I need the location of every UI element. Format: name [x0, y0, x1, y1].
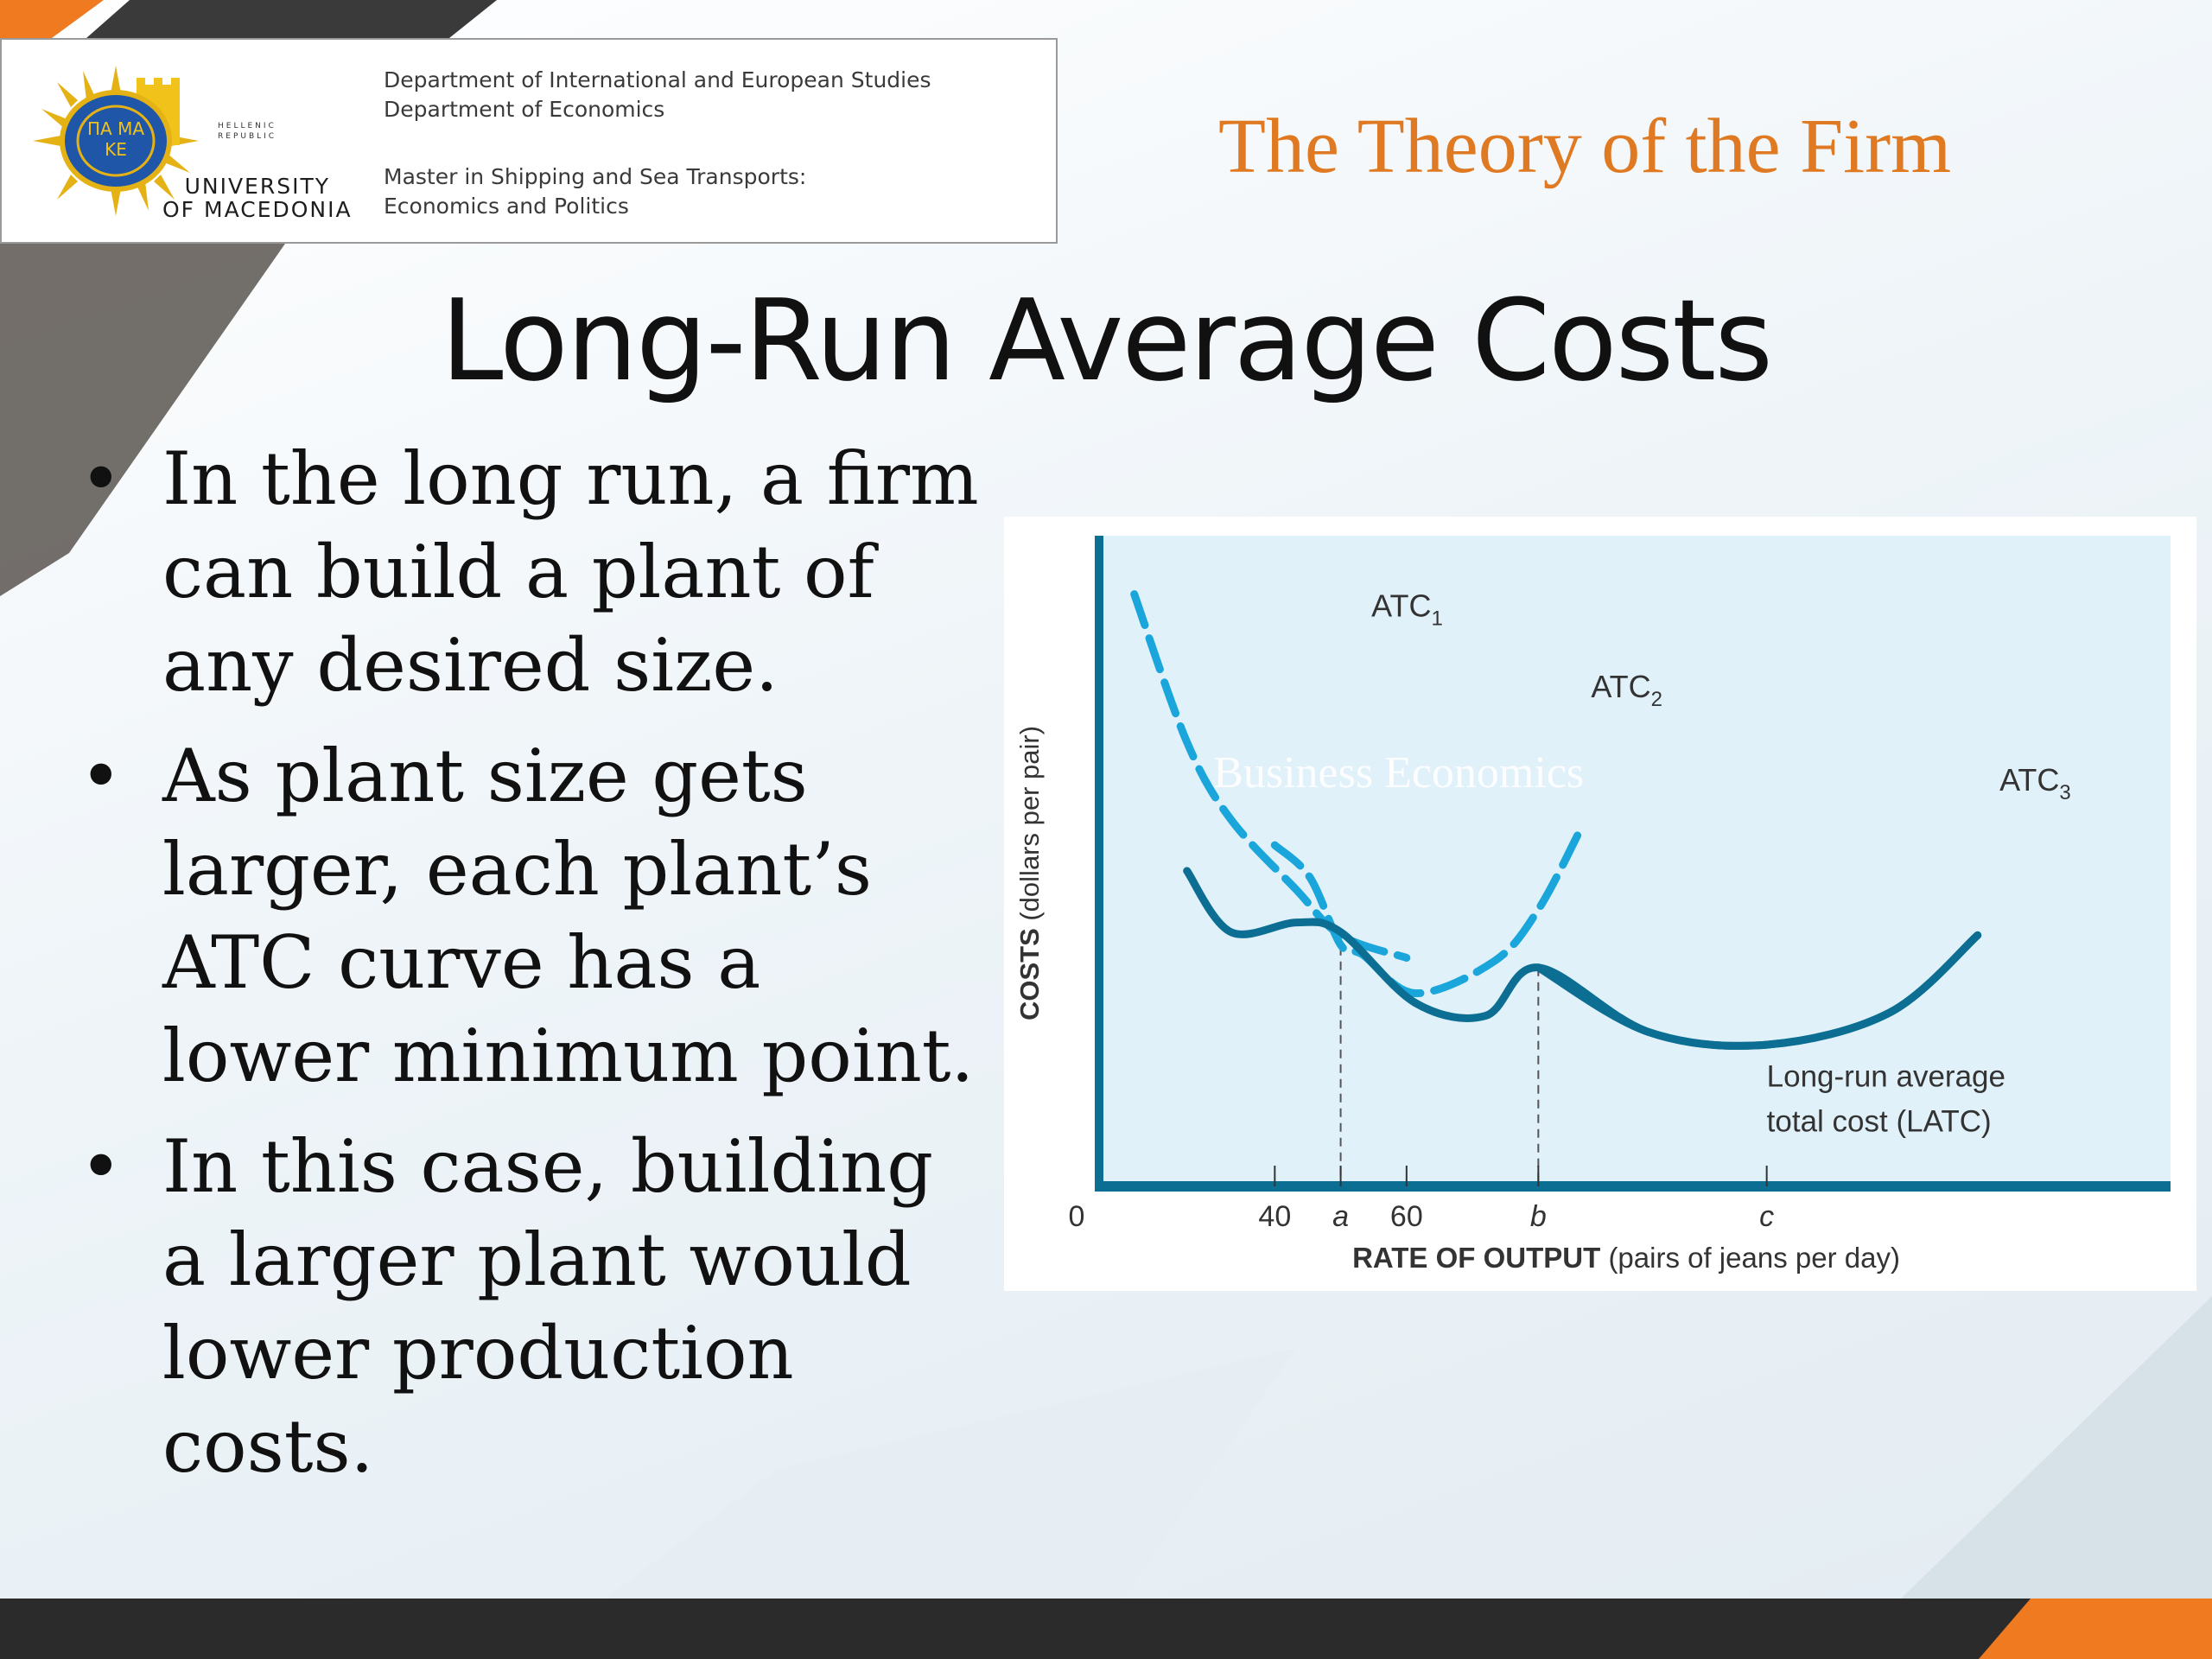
department-line-2: Department of Economics — [384, 97, 665, 122]
bottom-dark-band — [0, 1599, 2212, 1659]
bullet-dot: • — [79, 436, 123, 521]
bullet-list: • In the long run, a firm can build a pla… — [73, 432, 988, 1510]
x-tick-label-b: b — [1530, 1200, 1547, 1233]
series-label-sub: 2 — [1651, 688, 1662, 711]
hellenic-republic-label: HELLENIC REPUBLIC — [218, 122, 277, 141]
x-tick-label-60: 60 — [1390, 1200, 1423, 1233]
x-tick-label-a: a — [1332, 1200, 1349, 1233]
dark-band-top — [86, 0, 497, 38]
bullet-text: As plant size gets larger, each plant’s … — [162, 734, 975, 1098]
series-label-1: ATC1 — [1371, 588, 1443, 631]
series-label-sub: 1 — [1431, 607, 1442, 631]
series-label-base: ATC — [1591, 669, 1650, 704]
program-lines: Master in Shipping and Sea Transports: E… — [384, 162, 806, 221]
slide-title: Long-Run Average Costs — [441, 275, 1773, 406]
bullet-dot: • — [79, 734, 123, 818]
plot-area — [1099, 536, 2171, 1186]
series-label-sub: 3 — [2059, 781, 2070, 804]
orange-corner-top-left — [0, 0, 104, 38]
series-label-base: ATC — [1999, 762, 2059, 798]
institution-header: ΠΑ ΜΑ ΚΕ HELLENIC REPUBLIC UNIVERSITY OF… — [0, 38, 1058, 244]
university-logo: ΠΑ ΜΑ ΚΕ — [33, 66, 199, 216]
bullet-item: • In this case, building a larger plant w… — [73, 1120, 988, 1493]
series-label-2: ATC2 — [1591, 669, 1662, 711]
chart-svg: Business Economics 0 40 a 60 b c RATE OF OUTPUT… — [1014, 536, 2171, 1274]
topic-title: The Theory of the Firm — [1218, 104, 1952, 189]
watermark-text: Business Economics — [1213, 748, 1584, 798]
bullet-item: • In the long run, a firm can build a pla… — [73, 432, 988, 712]
x-axis-label-rest: (pairs of jeans per day) — [1608, 1242, 1900, 1274]
x-axis-label: RATE OF OUTPUT (pairs of jeans per day) — [1352, 1242, 1900, 1274]
bullet-text: In the long run, a firm can build a plan… — [162, 436, 979, 708]
program-line-1: Master in Shipping and Sea Transports: — [384, 164, 807, 189]
department-line-1: Department of International and European… — [384, 67, 931, 92]
svg-text:ΠΑ ΜΑ: ΠΑ ΜΑ — [87, 118, 144, 139]
latc-label-line-1: Long-run average — [1767, 1060, 2005, 1094]
y-axis-label-rest: (dollars per pair) — [1014, 726, 1045, 921]
series-line-4 — [1183, 867, 1982, 1050]
svg-text:ΚΕ: ΚΕ — [105, 139, 127, 160]
bullet-text: In this case, building a larger plant wo… — [162, 1124, 933, 1489]
x-tick-label-0: 0 — [1069, 1200, 1085, 1233]
light-diagonal-right — [1901, 1296, 2212, 1599]
y-axis-label-bold: COSTS — [1014, 921, 1045, 1020]
program-line-2: Economics and Politics — [384, 194, 629, 219]
x-axis-label-bold: RATE OF OUTPUT — [1352, 1242, 1608, 1274]
sun-rays-icon — [33, 66, 199, 216]
x-tick-label-c: c — [1759, 1200, 1774, 1233]
x-tick-label-40: 40 — [1258, 1200, 1291, 1233]
university-name: UNIVERSITY OF MACEDONIA — [162, 174, 353, 222]
series-label-3: ATC3 — [1999, 762, 2071, 804]
bullet-dot: • — [79, 1124, 123, 1209]
light-diagonal-bottom — [605, 1348, 1296, 1599]
latc-chart: Business Economics 0 40 a 60 b c RATE OF OUTPUT… — [1004, 517, 2196, 1291]
department-lines: Department of International and European… — [384, 66, 931, 124]
y-axis-label: COSTS (dollars per pair) — [1014, 726, 1045, 1020]
bullet-item: • As plant size gets larger, each plant’s… — [73, 729, 988, 1103]
series-label-base: ATC — [1371, 588, 1431, 624]
latc-label-line-2: total cost (LATC) — [1767, 1105, 1992, 1139]
dark-diagonal-left — [0, 244, 285, 596]
